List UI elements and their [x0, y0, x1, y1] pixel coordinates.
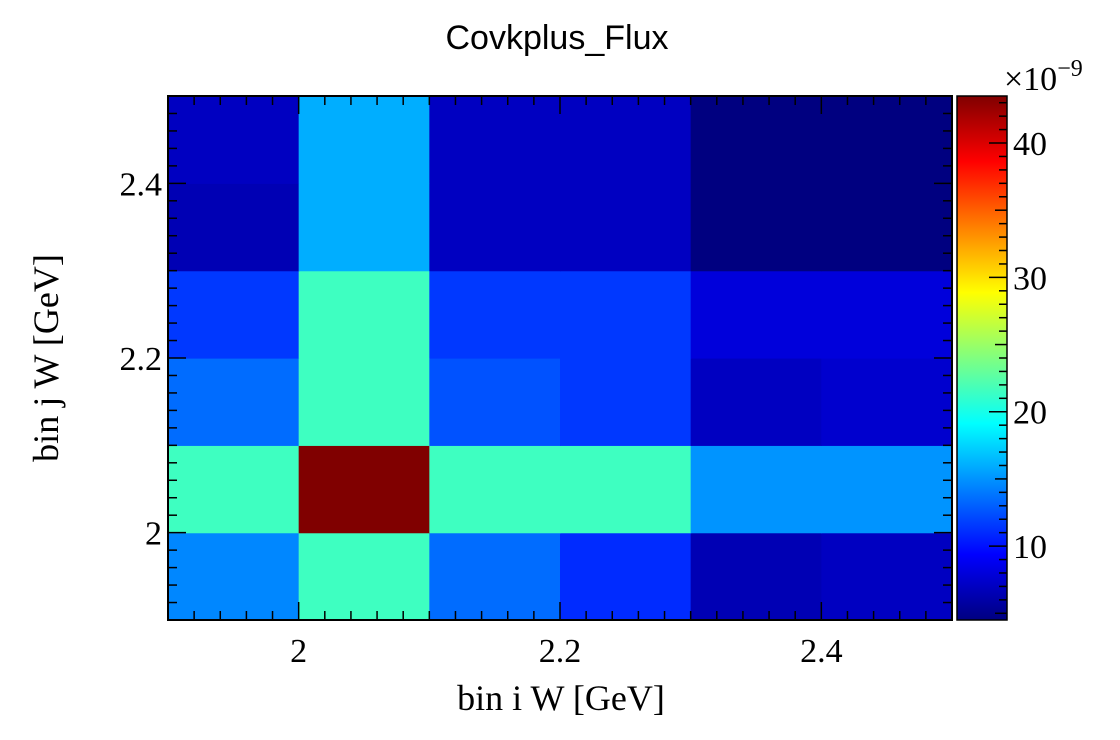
heatmap-cell: [690, 183, 822, 272]
color-bar-multiplier: ×10−9: [1004, 56, 1083, 98]
heatmap-cell: [298, 358, 430, 446]
color-bar-tick-label: 20: [1013, 395, 1047, 432]
heatmap-cell: [298, 270, 430, 359]
heatmap-cell: [821, 358, 953, 446]
color-bar-tick-label: 40: [1013, 126, 1047, 163]
color-bar-tick-label: 10: [1013, 529, 1047, 566]
chart-title: Covkplus_Flux: [446, 19, 669, 57]
heatmap-cell: [560, 358, 692, 446]
heatmap-cell: [821, 96, 953, 184]
heatmap-cell: [690, 445, 822, 534]
heatmap-cell: [298, 96, 430, 184]
heatmap-cell: [298, 445, 430, 534]
x-axis-ticks: 2 2.2 2.4: [167, 96, 953, 670]
heatmap-cell: [690, 358, 822, 446]
heatmap-cell: [429, 358, 561, 446]
heatmap-cell: [560, 532, 692, 621]
heatmap-cell: [560, 96, 692, 184]
heatmap-cell: [429, 96, 561, 184]
heatmap-cell: [560, 270, 692, 359]
color-bar-ticks: 10 20 30 40: [989, 101, 1047, 615]
color-bar-tick-label: 30: [1013, 260, 1047, 297]
y-axis-ticks: 2 2.2 2.4: [120, 95, 952, 621]
color-bar-multiplier-base: ×10: [1004, 61, 1057, 98]
x-tick-label: 2.2: [539, 633, 582, 670]
heatmap-cell: [690, 532, 822, 621]
heatmap-cell: [429, 532, 561, 621]
heatmap-cell: [821, 270, 953, 359]
heatmap-cell: [690, 270, 822, 359]
heatmap-cell: [168, 270, 300, 359]
heatmap-cell: [168, 183, 300, 272]
heatmap-cell: [429, 445, 561, 534]
heatmap-cell: [298, 532, 430, 621]
heatmap-cell: [560, 445, 692, 534]
heatmap-cell: [168, 96, 300, 184]
color-bar: [957, 96, 1007, 620]
heatmap-cell: [690, 96, 822, 184]
y-tick-label: 2.2: [120, 341, 163, 378]
color-bar-multiplier-exponent: −9: [1057, 56, 1083, 82]
heatmap-cell: [821, 532, 953, 621]
x-tick-label: 2: [290, 633, 307, 670]
x-axis-label: bin i W [GeV]: [457, 678, 665, 718]
heatmap-cell: [560, 183, 692, 272]
y-tick-label: 2: [145, 516, 162, 553]
heatmap-cell: [821, 445, 953, 534]
x-tick-label: 2.4: [800, 633, 843, 670]
y-tick-label: 2.4: [120, 166, 163, 203]
heatmap-cell: [298, 183, 430, 272]
heatmap-cells: [168, 96, 953, 621]
heatmap-cell: [168, 358, 300, 446]
heatmap-cell: [168, 532, 300, 621]
heatmap-cell: [821, 183, 953, 272]
heatmap-cell: [168, 445, 300, 534]
y-axis-label: bin j W [GeV]: [26, 254, 66, 462]
heatmap-cell: [429, 183, 561, 272]
heatmap-cell: [429, 270, 561, 359]
